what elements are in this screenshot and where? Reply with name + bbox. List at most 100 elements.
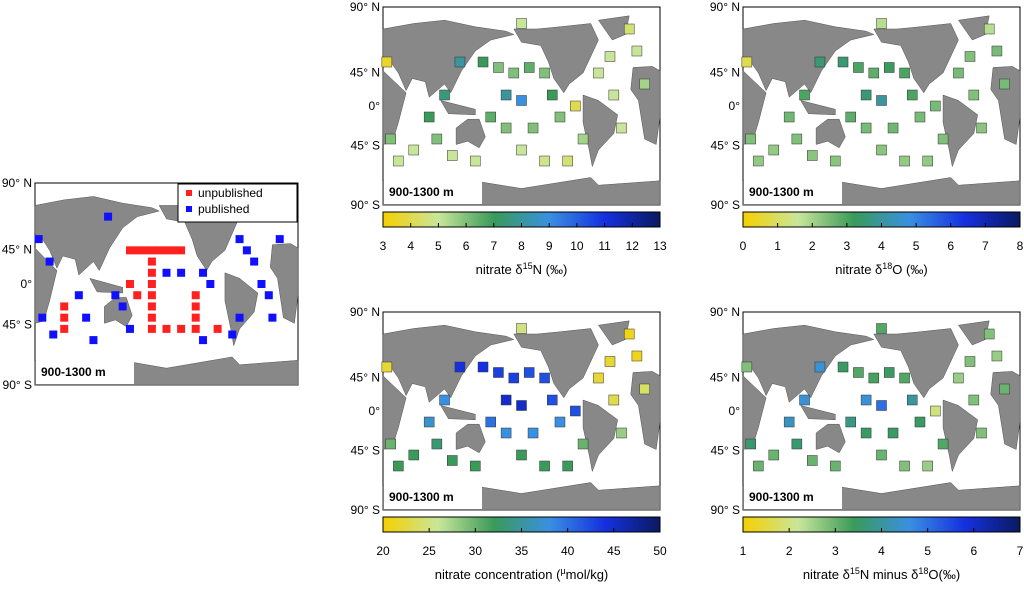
data-point [45, 257, 54, 266]
data-point [639, 383, 650, 395]
data-point [539, 372, 550, 384]
data-point [937, 438, 949, 450]
depth-box [36, 357, 134, 384]
data-point [191, 291, 200, 300]
land [742, 324, 875, 403]
lat-label: 45° N [350, 65, 380, 79]
land [513, 328, 599, 399]
data-point [899, 460, 910, 472]
label-part: μ [560, 566, 565, 576]
colorbar-tick-label: 7 [1017, 544, 1024, 558]
data-point [423, 416, 435, 428]
data-point [162, 268, 171, 277]
data-point [162, 246, 171, 255]
data-point [381, 361, 393, 373]
data-point [830, 155, 841, 167]
data-point [147, 324, 156, 333]
map: 90° N 45° N 0° 45° S 90° S 900-1300 m [350, 0, 661, 212]
data-point [899, 372, 910, 384]
data-point [745, 438, 756, 450]
data-point [447, 150, 458, 161]
land [34, 196, 160, 276]
data-point [500, 122, 512, 134]
data-point [907, 394, 918, 406]
data-point [523, 367, 535, 378]
land [440, 405, 476, 421]
colorbar-tick-label: 0 [740, 239, 747, 253]
depth-box [384, 482, 482, 509]
land [582, 94, 618, 168]
data-point [887, 122, 899, 134]
data-point [408, 144, 420, 156]
data-point [199, 336, 208, 345]
colorbar-tick-label: 8 [518, 239, 525, 253]
colorbar-tick-label: 3 [832, 544, 839, 558]
lat-label: 90° N [710, 0, 740, 14]
data-point [876, 95, 887, 106]
depth-box [744, 482, 842, 509]
data-point [604, 356, 616, 367]
data-point [516, 144, 527, 156]
land [873, 23, 959, 94]
data-point [60, 313, 69, 322]
label-part: nitrate δ [803, 567, 850, 582]
data-point [454, 361, 466, 373]
data-point [899, 155, 910, 167]
land [815, 423, 846, 454]
land [382, 70, 407, 145]
legend-swatch [186, 206, 192, 212]
label-part: N minus δ [860, 567, 919, 582]
data-point [408, 449, 420, 461]
data-point [930, 405, 941, 417]
lat-label: 90° N [350, 0, 380, 14]
data-point [191, 324, 200, 333]
data-point [393, 460, 404, 472]
data-point [887, 427, 899, 439]
data-point [385, 133, 396, 145]
colorbar-tick-label: 11 [598, 239, 611, 253]
colorbar-tick-label: 7 [490, 239, 497, 253]
data-point [454, 56, 466, 68]
depth-label: 900-1300 m [41, 365, 106, 379]
data-point [570, 405, 581, 417]
data-point [133, 291, 142, 300]
label-part: nitrate δ [476, 262, 523, 277]
data-point [500, 89, 512, 101]
data-point [125, 324, 134, 333]
data-point [930, 100, 941, 112]
data-point [807, 455, 818, 466]
colorbar-label: nitrate δ15N minus δ18O(‰) [803, 566, 960, 582]
data-point [147, 291, 156, 300]
legend-swatch [186, 190, 192, 196]
depth-box [744, 177, 842, 204]
colorbar-tick-label: 6 [463, 239, 470, 253]
data-point [604, 51, 616, 62]
data-point [876, 400, 887, 411]
data-point [169, 246, 178, 255]
data-point [242, 246, 251, 255]
colorbar-tick-label: 4 [878, 544, 885, 558]
data-point [147, 313, 156, 322]
land [873, 328, 959, 399]
label-part: nitrate concentration ( [435, 567, 561, 582]
land [958, 320, 990, 346]
colorbar-tick-label: 2 [786, 544, 793, 558]
legend-label: published [198, 202, 249, 216]
lat-label: 45° N [710, 65, 740, 79]
lat-label: 90° N [2, 176, 32, 190]
data-point [470, 460, 481, 472]
data-point [493, 367, 504, 378]
land [990, 371, 1021, 450]
data-point [968, 394, 980, 406]
lat-label: 90° S [711, 503, 740, 517]
data-point [999, 383, 1010, 395]
lat-label: 0° [369, 99, 381, 113]
label-part: N (‰) [533, 262, 568, 277]
data-point [447, 455, 458, 466]
colorbar-tick-label: 5 [924, 544, 931, 558]
map: 90° N 45° N 0° 45° S 90° S 900-1300 m [710, 0, 1021, 212]
data-point [177, 324, 186, 333]
data-point [133, 246, 142, 255]
lat-label: 90° S [351, 503, 380, 517]
